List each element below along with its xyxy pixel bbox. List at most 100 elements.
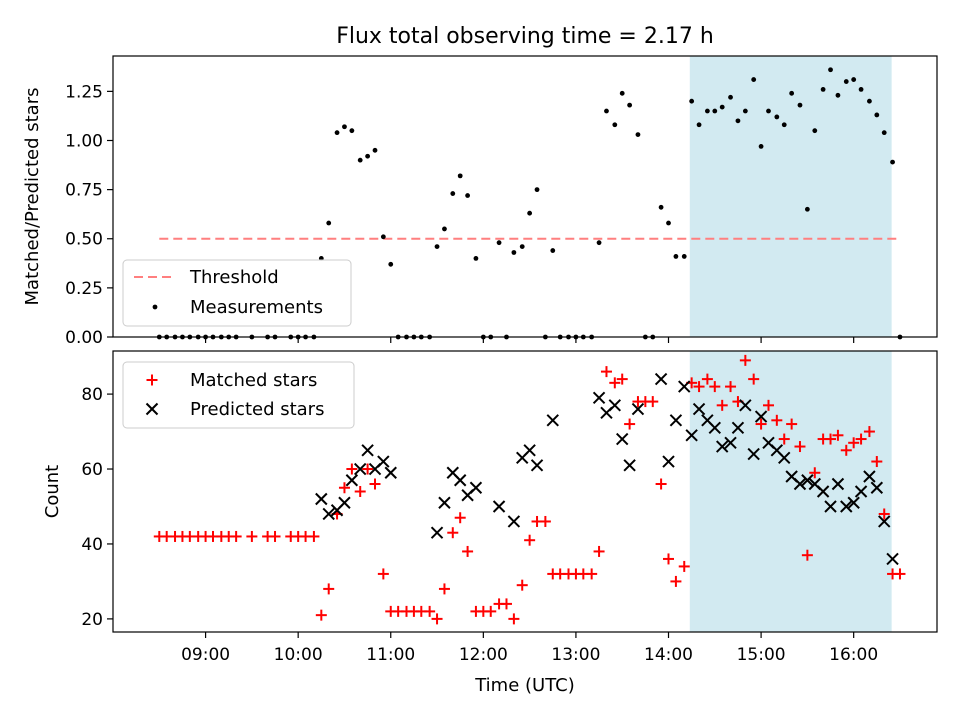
matched-star-point xyxy=(354,486,366,497)
measurement-point xyxy=(465,193,470,198)
measurement-point xyxy=(696,122,702,128)
predicted-star-point xyxy=(507,515,521,528)
matched-star-point xyxy=(771,414,783,426)
observing-window-span xyxy=(689,351,892,632)
measurement-point xyxy=(712,108,718,114)
x-tick-label: 10:00 xyxy=(274,645,323,665)
measurement-point xyxy=(619,90,625,96)
measurement-point xyxy=(349,128,355,134)
matched-star-point xyxy=(315,609,327,621)
measurement-point xyxy=(681,254,687,259)
predicted-star-point xyxy=(669,414,683,427)
legend-box xyxy=(122,361,355,429)
measurement-point xyxy=(828,67,833,73)
x-tick-label: 09:00 xyxy=(181,645,230,665)
predicted-star-point xyxy=(315,492,328,506)
matched-star-point xyxy=(616,373,628,385)
predicted-star-point xyxy=(840,500,853,513)
predicted-star-point xyxy=(523,444,536,457)
measurement-point xyxy=(851,77,857,82)
predicted-star-point xyxy=(438,496,451,509)
matched-star-point xyxy=(624,418,636,430)
measurement-point xyxy=(612,122,618,128)
measurement-point xyxy=(388,261,394,267)
matched-star-point xyxy=(794,441,806,453)
predicted-star-point xyxy=(801,474,814,487)
x-axis-ticks-top xyxy=(204,337,855,343)
matched-star-point xyxy=(647,396,659,408)
predicted-star-point xyxy=(453,474,467,487)
measurement-point xyxy=(534,187,540,193)
matched-star-point xyxy=(748,373,760,385)
matched-star-point xyxy=(871,456,883,468)
chart-title: Flux total observing time = 2.17 h xyxy=(336,24,714,49)
x-tick-label: 16:00 xyxy=(829,645,878,665)
matched-star-point xyxy=(377,568,389,580)
predicted-star-point xyxy=(831,477,845,491)
x-tick-label: 15:00 xyxy=(737,645,786,665)
y-tick-label: 60 xyxy=(81,460,103,480)
measurement-point xyxy=(812,128,818,134)
measurement-point xyxy=(774,114,780,120)
matched-star-point xyxy=(308,530,320,542)
x-tick-label: 11:00 xyxy=(366,645,415,665)
measurement-point xyxy=(735,118,741,124)
predicted-star-point xyxy=(361,444,374,457)
y-axis-label-top: Matched/Predicted stars xyxy=(22,88,43,306)
measurement-point xyxy=(550,248,556,253)
measurement-point xyxy=(442,226,447,232)
matched-star-point xyxy=(848,437,860,449)
matched-star-point xyxy=(230,530,242,542)
plot-frame-bottom xyxy=(112,350,938,633)
matched-star-point xyxy=(462,545,474,557)
matched-star-point xyxy=(739,354,751,366)
measurement-point xyxy=(450,191,456,196)
matched-star-point xyxy=(346,463,358,475)
matched-star-point xyxy=(338,482,350,494)
predicted-star-point xyxy=(631,402,645,416)
predicted-star-point xyxy=(816,485,830,498)
matched-star-point xyxy=(539,515,551,527)
count-points xyxy=(153,354,906,625)
matched-star-point xyxy=(678,560,690,572)
predicted-star-point xyxy=(345,474,359,487)
predicted-star-point xyxy=(739,399,752,412)
predicted-star-point xyxy=(854,485,868,498)
y-axis-ticks-bottom: 20 40 60 80 xyxy=(81,385,113,630)
matched-star-point xyxy=(447,527,459,539)
matched-star-point xyxy=(894,568,906,580)
predicted-star-point xyxy=(384,466,397,479)
ratio-panel: 0.00 0.25 0.50 0.75 1.00 1.25 Matched/Predict… xyxy=(22,55,938,348)
predicted-star-point xyxy=(692,402,706,416)
measurement-point xyxy=(673,254,679,259)
matched-star-point xyxy=(855,433,867,445)
legend-matched-label: Matched stars xyxy=(190,370,317,391)
x-axis-ticks-bottom: 09:00 10:00 11:00 12:00 13:00 14:00 15:00 16:00 xyxy=(181,632,878,665)
matched-star-point xyxy=(600,366,612,378)
matched-star-point xyxy=(725,381,737,393)
predicted-star-point xyxy=(616,432,629,446)
legend-measurement-label: Measurements xyxy=(190,297,323,318)
predicted-star-point xyxy=(430,526,444,539)
matched-star-point xyxy=(593,545,605,557)
measurement-point xyxy=(434,244,440,250)
matched-star-point xyxy=(424,605,436,617)
matched-star-point xyxy=(508,613,520,625)
legend-matched-swatch xyxy=(146,374,158,386)
measurement-point xyxy=(527,210,533,216)
predicted-star-point xyxy=(886,552,899,566)
measurement-point xyxy=(874,112,880,118)
measurement-point xyxy=(627,102,633,108)
predicted-star-point xyxy=(708,421,722,435)
measurement-point xyxy=(789,90,795,96)
measurement-point xyxy=(342,124,347,130)
y-tick-label: 20 xyxy=(81,610,103,630)
measurement-point xyxy=(858,87,864,92)
y-tick-label: 0.50 xyxy=(65,230,103,250)
matched-star-point xyxy=(670,575,682,587)
matched-star-point xyxy=(609,377,621,389)
predicted-star-point xyxy=(724,436,737,450)
x-tick-label: 12:00 xyxy=(459,645,508,665)
predicted-star-point xyxy=(492,500,506,513)
measurement-point xyxy=(881,130,887,136)
